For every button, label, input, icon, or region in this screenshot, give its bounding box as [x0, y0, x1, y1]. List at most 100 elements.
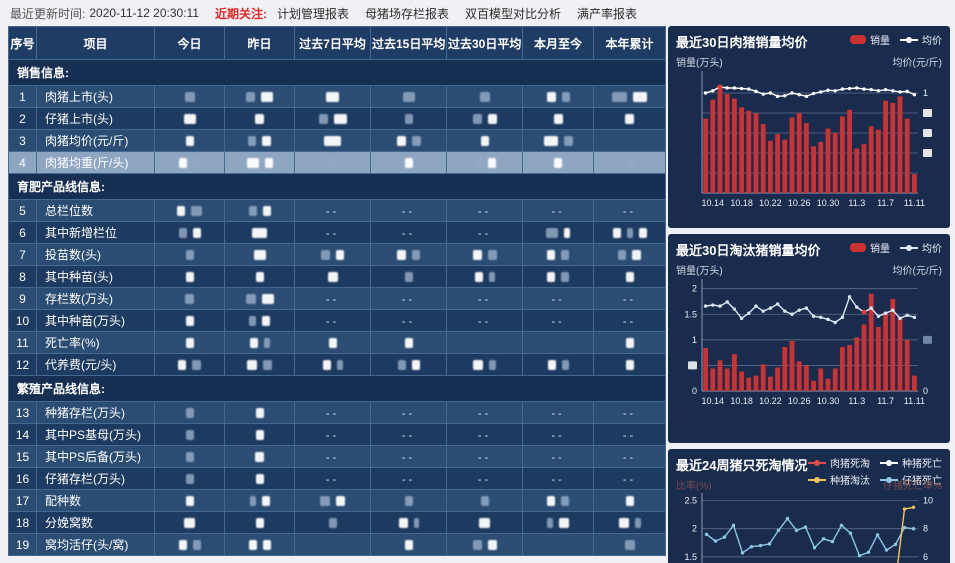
- redacted-value: [336, 360, 343, 371]
- data-cell: [370, 533, 447, 556]
- no-data-dashes: --: [551, 429, 565, 442]
- table-row-9[interactable]: 9 存栏数(万头) -- -- -- -- --: [8, 287, 666, 310]
- data-cell: --: [370, 445, 447, 468]
- redacted-value: [633, 92, 647, 103]
- redacted-value: [185, 272, 194, 283]
- chart-pig-sales-plot: 1 10.14 10.18 10.22 10.26 10.30 11.3 11.7 11.11: [701, 71, 932, 208]
- table-row-16[interactable]: 16 仔猪存栏(万头) -- -- -- -- --: [8, 467, 666, 490]
- table-row-4[interactable]: 4 肉猪均重(斤/头): [8, 151, 666, 174]
- redacted-value: [328, 518, 337, 529]
- redacted-value: [553, 114, 563, 125]
- legend-item-销量[interactable]: 销量: [850, 32, 890, 47]
- data-cell: [522, 243, 594, 266]
- svg-text:1.5: 1.5: [684, 552, 697, 562]
- redacted-value: [404, 540, 413, 551]
- table-row-19[interactable]: 19 窝均活仔(头/窝): [8, 533, 666, 556]
- legend-item-种猪淘汰[interactable]: 种猪淘汰: [808, 472, 870, 487]
- table-row-10[interactable]: 10 其中种苗(万头) -- -- -- -- --: [8, 309, 666, 332]
- redacted-value: [262, 540, 271, 551]
- report-link-1[interactable]: 母猪场存栏报表: [365, 6, 450, 21]
- legend-item-均价[interactable]: 均价: [900, 240, 942, 255]
- report-link-3[interactable]: 满产率报表: [577, 6, 638, 21]
- no-data-dashes: --: [622, 205, 637, 218]
- data-cell: [593, 265, 666, 288]
- table-row-13[interactable]: 13 种猪存栏(万头) -- -- -- -- --: [8, 401, 666, 424]
- table-row-3[interactable]: 3 肉猪均价(元/斤): [8, 129, 666, 152]
- data-cell: [593, 331, 666, 354]
- report-links: 计划管理报表 母猪场存栏报表 双百模型对比分析 满产率报表: [277, 5, 653, 22]
- col-header-6: 过去30日平均: [446, 26, 523, 60]
- chart-weekly-death-panel: 最近24周猪只死淘情况 肉猪死淘 种猪死亡 种猪淘汰 仔猪死亡 比率(%) 仔猪死亡率% 2.…: [668, 449, 950, 563]
- table-row-7[interactable]: 7 投苗数(头): [8, 243, 666, 266]
- no-data-dashes: --: [477, 315, 492, 328]
- no-data-dashes: --: [551, 205, 565, 218]
- data-cell: [522, 129, 594, 152]
- redacted-value: [262, 316, 270, 327]
- data-cell: [154, 265, 225, 288]
- redacted-value: [404, 114, 413, 125]
- row-number: 10: [8, 309, 37, 332]
- redacted-value: [185, 294, 194, 305]
- svg-text:0: 0: [692, 386, 697, 396]
- redacted-value: [624, 540, 635, 551]
- table-row-6[interactable]: 6 其中新增栏位 -- -- --: [8, 221, 666, 244]
- report-link-0[interactable]: 计划管理报表: [277, 6, 350, 21]
- legend-item-仔猪死亡[interactable]: 仔猪死亡: [880, 472, 942, 487]
- table-row-8[interactable]: 8 其中种苗(头): [8, 265, 666, 288]
- no-data-dashes: --: [551, 293, 565, 306]
- no-data-dashes: --: [401, 451, 416, 464]
- data-cell: --: [522, 467, 594, 490]
- row-item-name: 其中种苗(万头): [36, 309, 155, 332]
- row-number: 2: [8, 107, 37, 130]
- legend-item-均价[interactable]: 均价: [900, 32, 942, 47]
- legend-item-肉猪死淘[interactable]: 肉猪死淘: [808, 455, 870, 470]
- table-row-18[interactable]: 18 分娩窝数: [8, 511, 666, 534]
- data-cell: [154, 533, 225, 556]
- redacted-value: [191, 206, 202, 217]
- data-cell: [154, 331, 225, 354]
- data-cell: --: [294, 287, 371, 310]
- data-cell: --: [294, 309, 371, 332]
- legend-item-销量[interactable]: 销量: [850, 240, 890, 255]
- table-row-14[interactable]: 14 其中PS基母(万头) -- -- -- -- --: [8, 423, 666, 446]
- data-cell: [446, 85, 523, 108]
- data-cell: [154, 511, 225, 534]
- chart-pig-sales-legend: 销量 均价: [850, 32, 942, 47]
- report-link-2[interactable]: 双百模型对比分析: [465, 6, 562, 21]
- no-data-dashes: --: [477, 293, 492, 306]
- table-row-2[interactable]: 2 仔猪上市(头): [8, 107, 666, 130]
- legend-item-种猪死亡[interactable]: 种猪死亡: [880, 455, 942, 470]
- col-header-4: 过去7日平均: [294, 26, 371, 60]
- table-row-1[interactable]: 1 肉猪上市(头): [8, 85, 666, 108]
- data-cell: [294, 511, 371, 534]
- chart-cull-sales-legend: 销量 均价: [850, 240, 942, 255]
- data-cell: --: [446, 423, 523, 446]
- data-cell: [154, 467, 225, 490]
- redacted-value: [479, 92, 490, 103]
- table-row-12[interactable]: 12 代养费(元/头): [8, 353, 666, 376]
- redacted-value: [412, 250, 420, 261]
- redacted-value: [246, 92, 255, 103]
- table-row-15[interactable]: 15 其中PS后备(万头) -- -- -- -- --: [8, 445, 666, 468]
- redacted-value: [638, 228, 647, 239]
- table-row-17[interactable]: 17 配种数: [8, 489, 666, 512]
- data-cell: [370, 265, 447, 288]
- data-cell: --: [593, 423, 666, 446]
- table-row-5[interactable]: 5 总栏位数 -- -- -- -- --: [8, 199, 666, 222]
- svg-text:0: 0: [923, 386, 928, 396]
- data-cell: [522, 265, 594, 288]
- y-axis-right-label: 均价(元/斤): [892, 266, 942, 277]
- redacted-value: [626, 228, 633, 239]
- data-cell: [370, 85, 447, 108]
- row-number: 15: [8, 445, 37, 468]
- no-data-dashes: --: [401, 407, 416, 420]
- section-label: 育肥产品线信息:: [8, 173, 666, 200]
- data-cell: [154, 287, 225, 310]
- table-row-11[interactable]: 11 死亡率(%): [8, 331, 666, 354]
- row-item-name: 总栏位数: [36, 199, 155, 222]
- data-cell: [294, 151, 371, 174]
- redacted-value: [404, 158, 413, 169]
- redacted-value: [474, 272, 483, 283]
- legend-label: 均价: [922, 36, 942, 47]
- redacted-value: [488, 272, 495, 283]
